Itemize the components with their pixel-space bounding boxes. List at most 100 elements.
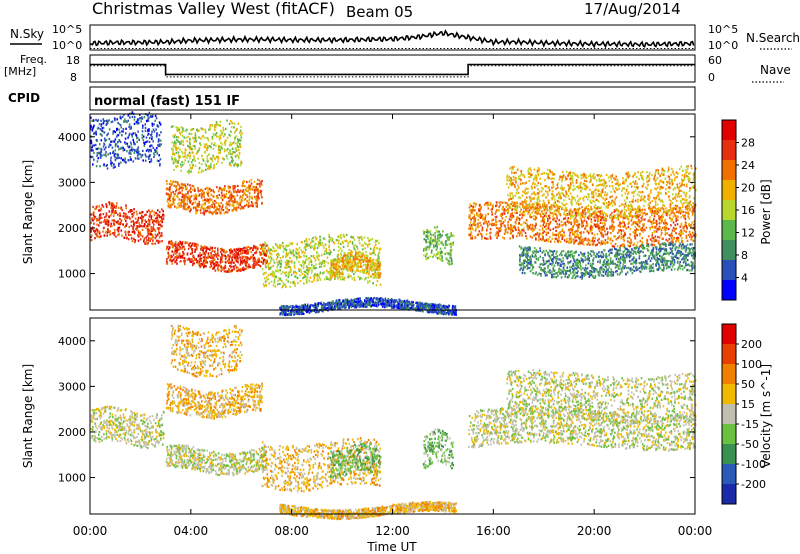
scatter-cell — [258, 257, 260, 260]
scatter-cell — [657, 172, 660, 175]
scatter-cell — [649, 227, 651, 230]
scatter-cell — [349, 240, 351, 243]
scatter-cell — [602, 235, 605, 238]
scatter-cell — [183, 197, 185, 200]
scatter-cell — [608, 179, 611, 183]
scatter-cell — [603, 201, 606, 205]
scatter-cell — [671, 234, 673, 237]
scatter-cell — [518, 177, 520, 180]
scatter-cell — [334, 258, 336, 261]
scatter-cell — [256, 199, 259, 202]
scatter-cell — [498, 201, 501, 204]
scatter-cell — [99, 221, 101, 224]
scatter-cell — [261, 196, 263, 199]
scatter-cell — [357, 236, 359, 239]
scatter-cell — [310, 271, 313, 274]
scatter-cell — [193, 157, 195, 160]
scatter-cell — [334, 265, 336, 268]
scatter-cell — [309, 276, 312, 279]
scatter-cell — [211, 257, 213, 260]
scatter-cell — [434, 226, 436, 229]
scatter-cell — [315, 274, 318, 277]
scatter-cell — [273, 272, 275, 275]
scatter-cell — [624, 225, 626, 228]
scatter-cell — [362, 259, 364, 262]
scatter-cell — [350, 235, 352, 238]
scatter-cell — [320, 265, 323, 268]
scatter-cell — [353, 256, 355, 259]
scatter-cell — [335, 260, 338, 264]
scatter-cell — [146, 242, 149, 246]
scatter-cell — [184, 202, 186, 205]
scatter-cell — [336, 239, 339, 242]
scatter-cell — [260, 247, 262, 250]
scatter-cell — [268, 256, 271, 259]
scatter-cell — [184, 194, 186, 197]
scatter-cell — [248, 257, 251, 261]
scatter-cell — [574, 230, 577, 233]
scatter-cell — [507, 207, 509, 210]
scatter-cell — [651, 240, 653, 243]
scatter-cell — [245, 189, 248, 192]
scatter-cell — [453, 234, 455, 237]
scatter-cell — [343, 278, 345, 281]
scatter-cell — [364, 243, 367, 246]
scatter-cell — [354, 263, 357, 266]
scatter-cell — [191, 244, 193, 247]
scatter-cell — [489, 223, 491, 226]
scatter-cell — [311, 240, 314, 243]
scatter-cell — [510, 202, 512, 206]
scatter-cell — [369, 265, 372, 268]
scatter-cell — [200, 171, 203, 174]
scatter-cell — [96, 219, 98, 222]
scatter-cell — [124, 216, 127, 219]
scatter-cell — [280, 260, 283, 263]
scatter-cell — [105, 212, 108, 215]
scatter-cell — [442, 230, 444, 233]
scatter-cell — [151, 219, 154, 222]
scatter-cell — [497, 227, 500, 230]
scatter-cell — [377, 265, 379, 268]
scatter-cell — [278, 253, 280, 256]
scatter-cell — [648, 205, 651, 208]
scatter-cell — [220, 258, 222, 261]
scatter-cell — [501, 212, 504, 215]
scatter-cell — [183, 261, 186, 264]
scatter-cell — [589, 243, 591, 246]
scatter-cell — [117, 228, 120, 231]
scatter-cell — [429, 233, 432, 236]
scatter-cell — [246, 260, 249, 263]
scatter-cell — [252, 185, 255, 188]
scatter-cell — [206, 167, 209, 170]
scatter-cell — [338, 270, 341, 274]
scatter-cell — [130, 220, 133, 223]
scatter-cell — [369, 259, 371, 262]
scatter-cell — [644, 218, 646, 221]
scatter-cell — [510, 184, 513, 187]
scatter-cell — [224, 258, 227, 261]
scatter-cell — [512, 236, 514, 239]
scatter-cell — [667, 211, 669, 214]
scatter-cell — [651, 243, 654, 246]
scatter-cell — [432, 243, 435, 247]
scatter-cell — [228, 187, 230, 190]
scatter-cell — [306, 240, 308, 243]
scatter-cell — [148, 209, 150, 212]
scatter-cell — [473, 223, 475, 226]
scatter-cell — [596, 243, 598, 246]
scatter-cell — [198, 258, 201, 262]
scatter-cell — [634, 237, 636, 240]
scatter-cell — [227, 260, 229, 263]
scatter-cell — [147, 230, 149, 234]
scatter-cell — [213, 250, 216, 253]
scatter-cell — [336, 262, 339, 265]
scatter-cell — [620, 231, 622, 234]
scatter-cell — [142, 215, 145, 219]
scatter-cell — [184, 185, 187, 188]
scatter-cell — [536, 200, 539, 203]
scatter-cell — [561, 186, 564, 190]
scatter-cell — [338, 273, 341, 276]
scatter-cell — [559, 205, 561, 208]
scatter-cell — [289, 248, 291, 251]
scatter-cell — [542, 219, 544, 222]
